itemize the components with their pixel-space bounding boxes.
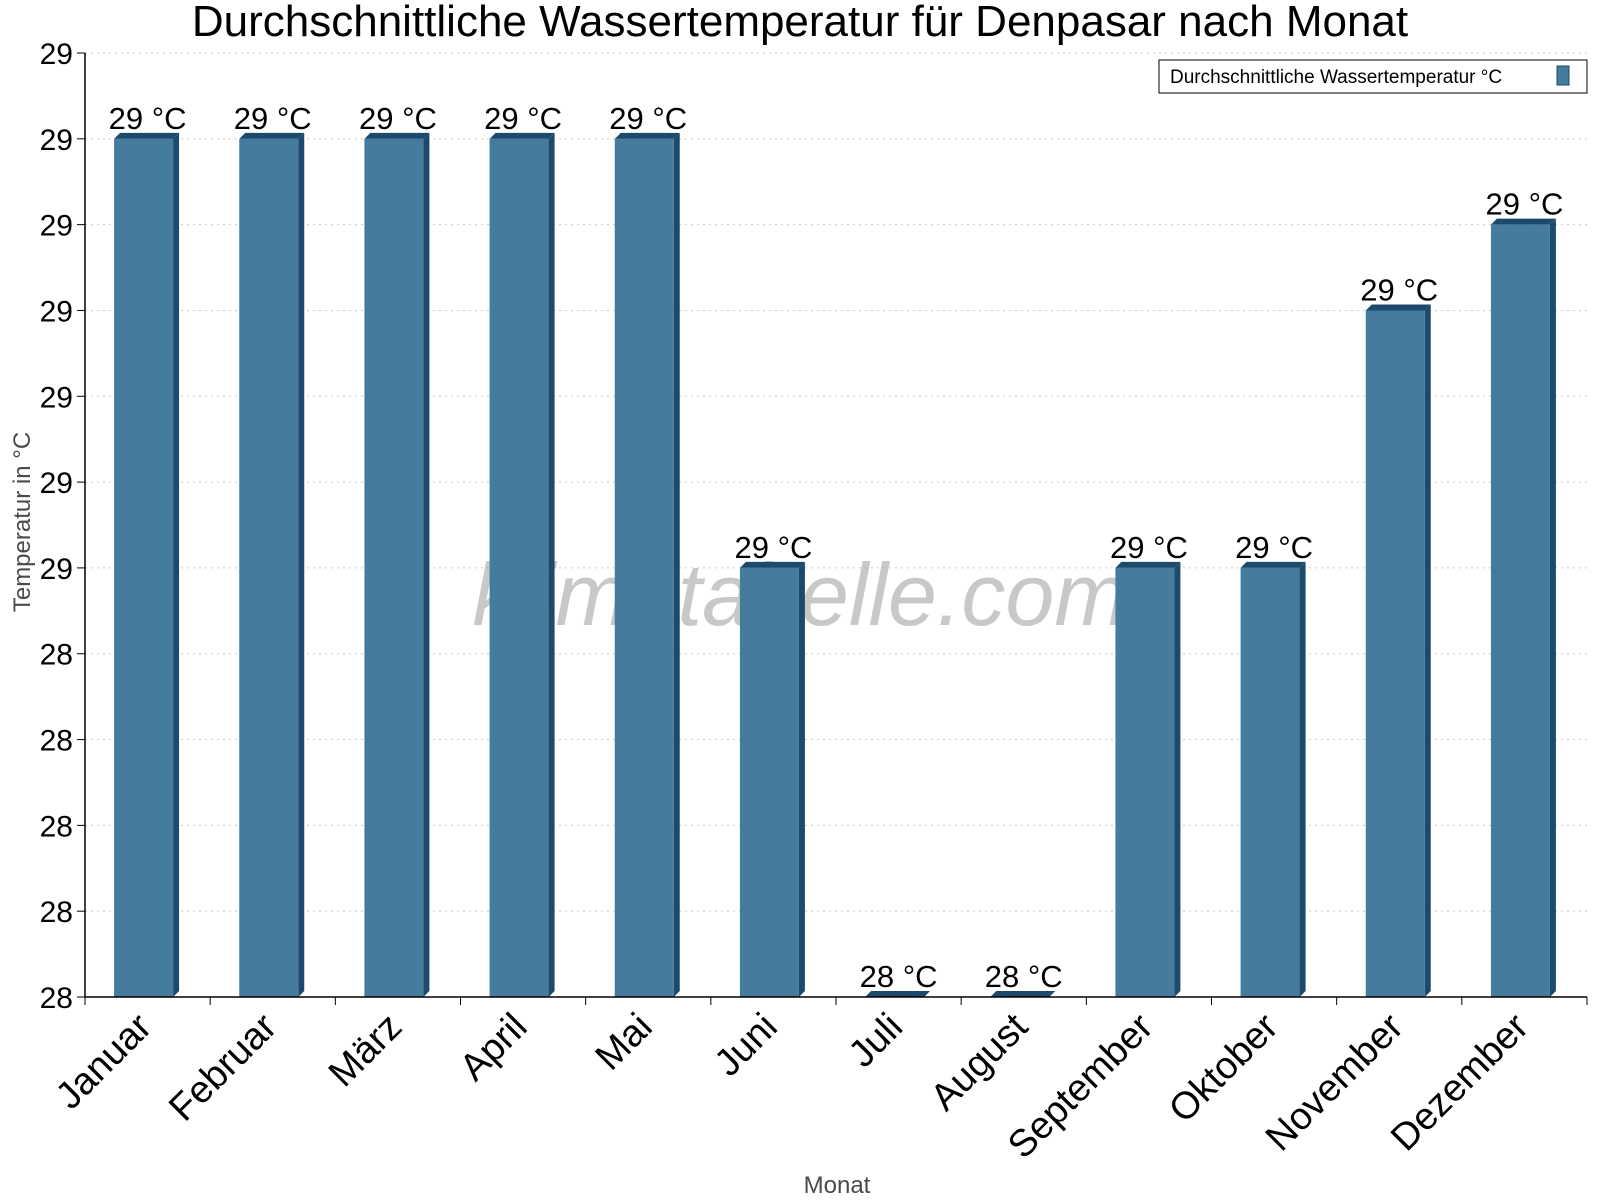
bar-value-label: 29 °C xyxy=(1235,530,1313,565)
bar-value-label: 29 °C xyxy=(1360,272,1438,307)
bar xyxy=(364,138,424,997)
bar-side xyxy=(423,132,430,997)
bar xyxy=(1240,567,1300,997)
bar-value-label: 29 °C xyxy=(734,530,812,565)
x-tick-label: Mai xyxy=(588,1006,661,1079)
bar-top xyxy=(1365,304,1431,311)
chart-title: Durchschnittliche Wassertemperatur für D… xyxy=(192,0,1408,46)
bar xyxy=(1115,567,1175,997)
bar-side xyxy=(548,132,555,997)
bar-side xyxy=(798,561,805,997)
x-tick-label: Dezember xyxy=(1383,1005,1537,1159)
y-tick-label: 29 xyxy=(40,295,73,328)
bar-top xyxy=(990,991,1056,997)
y-tick-label: 29 xyxy=(40,381,73,414)
y-tick-label: 28 xyxy=(40,982,73,1015)
bar xyxy=(114,138,174,997)
bar-side xyxy=(298,132,305,997)
y-tick-label: 28 xyxy=(40,639,73,672)
bar-value-label: 29 °C xyxy=(359,101,437,136)
x-tick-label: März xyxy=(321,1006,410,1095)
bar-group-1: 29 °C xyxy=(234,101,312,997)
bar-group-6: 28 °C xyxy=(860,959,938,997)
bar-group-10: 29 °C xyxy=(1360,272,1438,997)
bar-value-label: 29 °C xyxy=(234,101,312,136)
x-tick-label: August xyxy=(923,1005,1037,1119)
x-axis-label: Monat xyxy=(804,1172,871,1199)
bar-value-label: 28 °C xyxy=(860,959,938,994)
bar-top xyxy=(1115,561,1181,568)
bar-top xyxy=(739,561,805,568)
bar-value-label: 29 °C xyxy=(109,101,187,136)
legend-label: Durchschnittliche Wassertemperatur °C xyxy=(1170,67,1502,88)
x-tick-label: Juni xyxy=(707,1006,786,1085)
bar-group-2: 29 °C xyxy=(359,101,437,997)
axes xyxy=(84,53,1587,998)
bar-top xyxy=(114,132,180,139)
x-tick-label: Januar xyxy=(48,1005,160,1117)
bar-value-label: 28 °C xyxy=(985,959,1063,994)
y-tick-label: 29 xyxy=(40,553,73,586)
y-tick-label: 29 xyxy=(40,210,73,243)
bar-group-3: 29 °C xyxy=(484,101,562,997)
bar xyxy=(739,567,799,997)
bar-group-11: 29 °C xyxy=(1485,187,1563,998)
bar xyxy=(614,138,674,997)
bar-side xyxy=(1299,561,1306,997)
bar-side xyxy=(173,132,180,997)
bar-top xyxy=(489,132,555,139)
x-tick-label: Februar xyxy=(161,1005,285,1129)
x-tick-label: Oktober xyxy=(1161,1005,1287,1131)
y-tick-label: 28 xyxy=(40,810,73,843)
y-tick-label: 29 xyxy=(40,124,73,157)
bar xyxy=(239,138,299,997)
bar-top xyxy=(614,132,680,139)
x-tick-label: Juli xyxy=(841,1006,911,1076)
y-tick-label: 29 xyxy=(40,467,73,500)
bar-value-label: 29 °C xyxy=(1110,530,1188,565)
y-tick-label: 29 xyxy=(40,38,73,71)
bar-group-4: 29 °C xyxy=(609,101,687,997)
bars: 29 °C 29 °C 29 °C 29 °C 29 °C 29 °C 28 °C 28 °C… xyxy=(109,101,1563,998)
bar xyxy=(1490,224,1550,998)
y-tick-label: 28 xyxy=(40,725,73,758)
bar-top xyxy=(1490,218,1556,225)
bar-group-9: 29 °C xyxy=(1235,530,1313,997)
y-axis-ticks: 28 28 28 28 28 29 29 29 29 29 29 29 xyxy=(40,38,85,1015)
bar-top xyxy=(239,132,305,139)
bar-side xyxy=(1549,218,1556,998)
bar-side xyxy=(1174,561,1181,997)
bar xyxy=(489,138,549,997)
bar-value-label: 29 °C xyxy=(609,101,687,136)
bar-top xyxy=(1240,561,1306,568)
bar-group-0: 29 °C xyxy=(109,101,187,997)
bar xyxy=(1365,310,1425,997)
y-axis-label: Temperatur in °C xyxy=(9,432,36,612)
legend: Durchschnittliche Wassertemperatur °C xyxy=(1158,59,1588,94)
bar-group-8: 29 °C xyxy=(1110,530,1188,997)
bar-side xyxy=(1424,304,1431,997)
legend-swatch xyxy=(1556,65,1570,86)
bar-top xyxy=(364,132,430,139)
bar-group-5: 29 °C xyxy=(734,530,812,997)
grid-lines xyxy=(85,52,1587,912)
bar-value-label: 29 °C xyxy=(1485,187,1563,222)
bar-group-7: 28 °C xyxy=(985,959,1063,997)
y-tick-label: 28 xyxy=(40,896,73,929)
bar-top xyxy=(865,991,931,997)
x-tick-label: April xyxy=(452,1006,535,1089)
bar-side xyxy=(673,132,680,997)
bar-value-label: 29 °C xyxy=(484,101,562,136)
x-axis-ticks: Januar Februar März April Mai Juni Juli AugustS… xyxy=(48,997,1588,1167)
legend-box xyxy=(1158,59,1588,94)
